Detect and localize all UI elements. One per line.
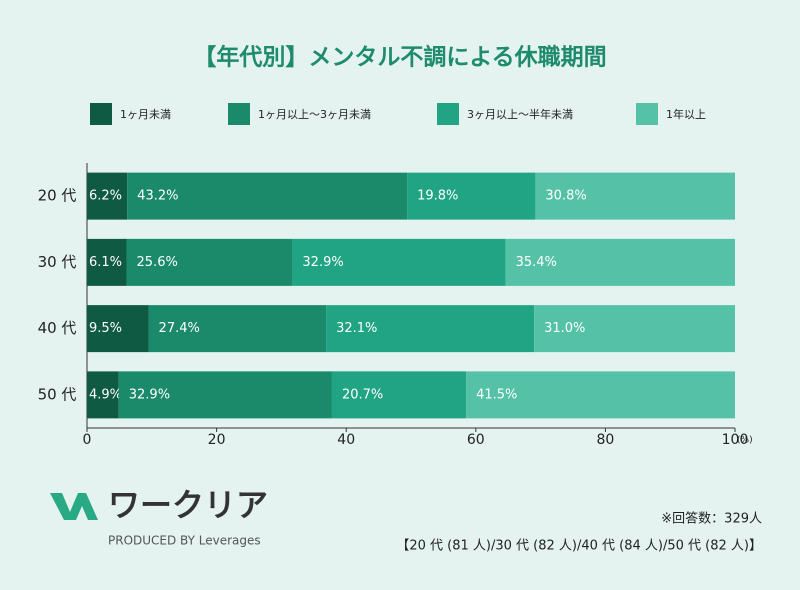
y-tick-label: 30 代 bbox=[38, 253, 77, 271]
data-label: 31.0% bbox=[544, 321, 585, 336]
data-label: 20.7% bbox=[342, 387, 383, 402]
bar-segment bbox=[331, 371, 467, 419]
data-label: 30.8% bbox=[545, 189, 586, 204]
data-label: 25.6% bbox=[137, 255, 178, 270]
logo-icon bbox=[50, 493, 98, 520]
x-tick-label: 80 bbox=[596, 432, 614, 448]
legend-label: 1ヶ月未満 bbox=[120, 108, 171, 121]
x-tick-label: 40 bbox=[337, 432, 355, 448]
logo-name: ワークリア bbox=[108, 486, 268, 524]
y-tick-label: 20 代 bbox=[38, 187, 77, 205]
data-label: 4.9% bbox=[89, 387, 122, 402]
data-label: 6.1% bbox=[89, 255, 122, 270]
y-tick-label: 40 代 bbox=[38, 319, 77, 337]
legend-swatch bbox=[437, 103, 459, 125]
data-label: 35.4% bbox=[516, 255, 557, 270]
data-label: 32.9% bbox=[302, 255, 343, 270]
bar-segment bbox=[118, 371, 332, 419]
y-tick-label: 50 代 bbox=[38, 385, 77, 403]
bar-segment bbox=[127, 172, 408, 220]
x-axis-label: (%) bbox=[737, 436, 753, 446]
data-label: 9.5% bbox=[89, 321, 122, 336]
legend-swatch bbox=[636, 103, 658, 125]
bar-segment bbox=[87, 172, 128, 220]
data-label: 32.1% bbox=[336, 321, 377, 336]
bar-segment bbox=[535, 172, 735, 220]
legend-swatch bbox=[90, 103, 112, 125]
bar-segment bbox=[292, 238, 506, 286]
logo: ワークリア PRODUCED BY Leverages bbox=[50, 486, 268, 548]
x-tick-label: 100 bbox=[722, 432, 749, 448]
bar-segment bbox=[466, 371, 735, 419]
bar-segment bbox=[87, 305, 149, 353]
x-tick-label: 0 bbox=[83, 432, 92, 448]
bar-segment bbox=[407, 172, 536, 220]
bar-segment bbox=[87, 371, 119, 419]
footer-breakdown: 【20 代 (81 人)/30 代 (82 人)/40 代 (84 人)/50 … bbox=[396, 539, 762, 554]
bar-segment bbox=[148, 305, 327, 353]
data-label: 32.9% bbox=[129, 387, 170, 402]
logo-tagline: PRODUCED BY Leverages bbox=[108, 534, 261, 548]
x-tick-label: 60 bbox=[467, 432, 485, 448]
bar-segment bbox=[534, 305, 735, 353]
legend-swatch bbox=[228, 103, 250, 125]
x-tick-label: 20 bbox=[208, 432, 226, 448]
bar-segment bbox=[505, 238, 735, 286]
data-label: 41.5% bbox=[476, 387, 517, 402]
legend-label: 1ヶ月以上～3ヶ月未満 bbox=[258, 108, 371, 121]
data-label: 43.2% bbox=[137, 189, 178, 204]
data-label: 6.2% bbox=[89, 189, 122, 204]
legend-label: 1年以上 bbox=[666, 107, 706, 121]
bar-segment bbox=[326, 305, 535, 353]
footer-note: ※回答数：329人 bbox=[661, 511, 762, 527]
bar-segment bbox=[126, 238, 293, 286]
chart-title: 【年代別】メンタル不調による休職期間 bbox=[193, 44, 606, 71]
bar-segment bbox=[87, 238, 127, 286]
data-label: 19.8% bbox=[417, 189, 458, 204]
data-label: 27.4% bbox=[159, 321, 200, 336]
legend-label: 3ヶ月以上～半年未満 bbox=[467, 107, 573, 121]
